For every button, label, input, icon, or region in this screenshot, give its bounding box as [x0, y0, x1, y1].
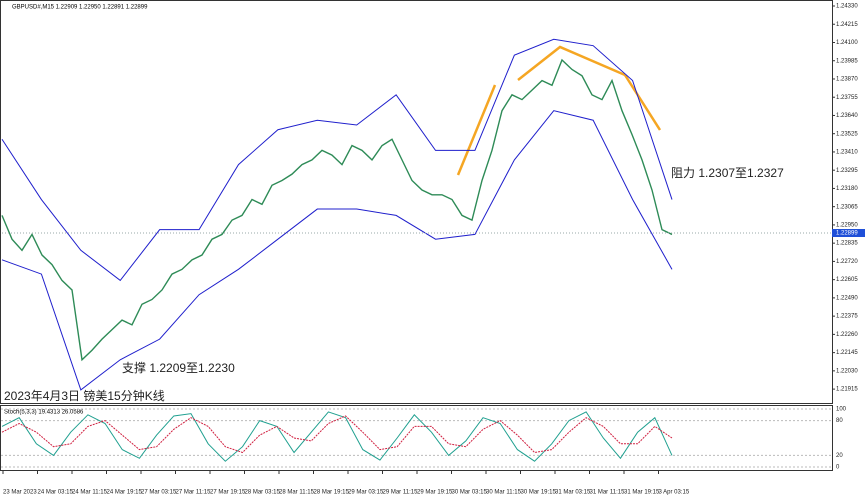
indicator-tick-label: 80 [836, 418, 843, 424]
y-tick-label: 1.23640 [836, 113, 858, 119]
arrow [456, 84, 497, 176]
y-tick-label: 1.22605 [836, 277, 858, 283]
indicator-title: Stoch(5,3,3) 19.4313 26.0586 [4, 410, 84, 416]
y-tick-label: 1.23410 [836, 150, 858, 156]
x-tick-label: 31 Mar 03:15 [555, 490, 591, 496]
x-tick-label: 31 Mar 11:15 [590, 490, 626, 496]
y-tick-label: 1.21915 [836, 387, 858, 393]
y-tick-label: 1.23870 [836, 77, 858, 83]
current-price-box [832, 229, 865, 238]
x-tick-label: 28 Mar 11:15 [279, 490, 315, 496]
x-tick-label: 27 Mar 19:15 [210, 490, 246, 496]
y-tick-label: 1.22720 [836, 259, 858, 265]
y-tick-label: 1.22030 [836, 368, 858, 374]
y-tick-label: 1.23755 [836, 95, 858, 101]
main-panel [0, 0, 833, 404]
y-tick-label: 1.22490 [836, 295, 858, 301]
y-tick-label: 1.23295 [836, 168, 858, 174]
x-tick-label: 28 Mar 03:15 [245, 490, 281, 496]
y-tick-label: 1.22835 [836, 241, 858, 247]
x-tick-label: 27 Mar 03:15 [141, 490, 177, 496]
annotation: 2023年4月3日 镑美15分钟K线 [4, 388, 165, 403]
y-tick-label: 1.22145 [836, 350, 858, 356]
x-tick-label: 23 Mar 2023 [3, 490, 37, 496]
y-tick-label: 1.24215 [836, 22, 858, 28]
x-tick-label: 29 Mar 19:15 [417, 490, 453, 496]
x-tick-label: 28 Mar 19:15 [314, 490, 350, 496]
arrow [517, 45, 626, 81]
x-tick-label: 29 Mar 03:15 [348, 490, 384, 496]
y-tick-label: 1.23065 [836, 204, 858, 210]
x-tick-label: 30 Mar 03:15 [452, 490, 488, 496]
price-line [1, 58, 673, 362]
x-tick-label: 31 Mar 19:15 [624, 490, 660, 496]
x-tick-label: 27 Mar 11:15 [176, 490, 212, 496]
band-line [1, 38, 673, 282]
x-tick-label: 29 Mar 11:15 [383, 490, 419, 496]
current-price-label: 1.22899 [836, 231, 858, 237]
y-tick-label: 1.24100 [836, 40, 858, 46]
band-line [1, 110, 673, 391]
chart-title: GBPUSD#,M15 1.22909 1.22950 1.22891 1.22… [12, 5, 148, 11]
y-tick-label: 1.23180 [836, 186, 858, 192]
indicator-tick-label: 20 [836, 453, 843, 459]
x-tick-label: 30 Mar 19:15 [521, 490, 557, 496]
y-tick-label: 1.23525 [836, 131, 858, 137]
x-tick-label: 24 Mar 19:15 [107, 490, 143, 496]
indicator-tick-label: 100 [836, 407, 847, 413]
x-tick-label: 24 Mar 03:15 [38, 490, 74, 496]
stoch-line [1, 411, 673, 462]
x-tick-label: 24 Mar 11:15 [72, 490, 108, 496]
x-tick-label: 3 Apr 03:15 [659, 490, 690, 496]
y-tick-label: 1.22260 [836, 332, 858, 338]
y-tick-label: 1.24330 [836, 4, 858, 10]
indicator-tick-label: 0 [836, 465, 840, 471]
y-tick-label: 1.23985 [836, 58, 858, 64]
x-tick-label: 30 Mar 11:15 [486, 490, 522, 496]
arrow [623, 74, 662, 131]
y-tick-label: 1.22950 [836, 222, 858, 228]
trend-arrows [456, 45, 662, 176]
annotation: 阻力 1.2307至1.2327 [671, 166, 784, 180]
stoch-line [1, 415, 673, 454]
y-tick-label: 1.22375 [836, 314, 858, 320]
annotation: 支撑 1.2209至1.2230 [122, 360, 235, 375]
